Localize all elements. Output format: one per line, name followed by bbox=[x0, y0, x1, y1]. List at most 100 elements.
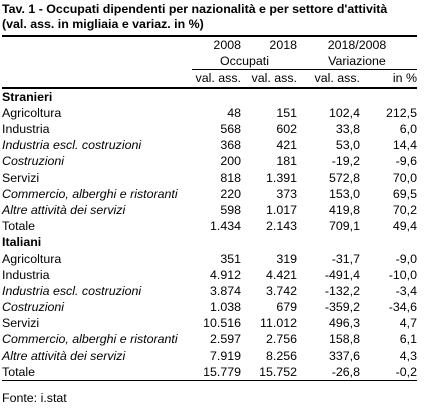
row-label: Commercio, alberghi e ristoranti bbox=[2, 186, 178, 201]
value-2008: 4.912 bbox=[209, 267, 241, 282]
variation-pct: 6,1 bbox=[399, 332, 417, 347]
section-row: Stranieri bbox=[2, 88, 417, 105]
variation-abs: 337,6 bbox=[328, 348, 360, 363]
value-2008: 220 bbox=[220, 186, 241, 201]
value-2018: 679 bbox=[276, 300, 297, 315]
variation-abs: -132,2 bbox=[324, 283, 360, 298]
table-row: Industria escl. costruzioni 3.874 3.742 -13… bbox=[2, 283, 417, 299]
row-label: Industria escl. costruzioni bbox=[2, 283, 142, 298]
header-unit-4: in % bbox=[360, 69, 417, 89]
table-row: Industria escl. costruzioni 368 421 53,0 14,… bbox=[2, 137, 417, 153]
variation-pct: -3,4 bbox=[395, 283, 417, 298]
value-2018: 2.143 bbox=[265, 219, 297, 234]
variation-abs: 572,8 bbox=[328, 170, 360, 185]
table-row: Industria 4.912 4.421 -491,4 -10,0 bbox=[2, 267, 417, 283]
row-label: Industria bbox=[2, 122, 50, 137]
variation-abs: 496,3 bbox=[328, 316, 360, 331]
variation-abs: -31,7 bbox=[331, 251, 360, 266]
value-2008: 1.434 bbox=[209, 219, 241, 234]
table-row: Costruzioni 1.038 679 -359,2 -34,6 bbox=[2, 299, 417, 315]
row-label: Industria bbox=[2, 267, 50, 282]
table-row: Industria 568 602 33,8 6,0 bbox=[2, 121, 417, 137]
value-2008: 2.597 bbox=[209, 332, 241, 347]
header-group-variazione: Variazione bbox=[297, 53, 417, 71]
variation-pct: 49,4 bbox=[392, 219, 417, 234]
row-label: Servizi bbox=[2, 170, 40, 185]
source-note: Fonte: i.stat bbox=[2, 391, 67, 405]
header-period: 2018/2008 bbox=[297, 34, 417, 54]
row-label: Costruzioni bbox=[2, 300, 64, 315]
table-row: Agricoltura 351 319 -31,7 -9,0 bbox=[2, 250, 417, 266]
table-row: Commercio, alberghi e ristoranti 2.597 2.7… bbox=[2, 331, 417, 347]
header-unit-2: val. ass. bbox=[241, 69, 297, 89]
value-2018: 602 bbox=[276, 122, 297, 137]
value-2018: 373 bbox=[276, 186, 297, 201]
header-group-occupati: Occupati bbox=[192, 53, 297, 71]
value-2008: 368 bbox=[220, 138, 241, 153]
variation-abs: -26,8 bbox=[297, 363, 360, 381]
value-2018: 319 bbox=[276, 251, 297, 266]
header-empty-cell bbox=[2, 69, 192, 89]
variation-pct: 212,5 bbox=[385, 105, 417, 120]
header-row-units: val. ass. val. ass. val. ass. in % bbox=[2, 69, 417, 89]
variation-pct: -10,0 bbox=[388, 267, 417, 282]
variation-abs: 102,4 bbox=[328, 105, 360, 120]
header-unit-3: val. ass. bbox=[297, 69, 360, 89]
value-2018: 1.017 bbox=[265, 202, 297, 217]
value-2008: 818 bbox=[220, 170, 241, 185]
section-heading: Stranieri bbox=[2, 89, 53, 104]
value-2018: 8.256 bbox=[265, 348, 297, 363]
table-row: Altre attività dei servizi 598 1.017 419,8 7… bbox=[2, 202, 417, 218]
variation-pct: 70,2 bbox=[392, 202, 417, 217]
row-label: Industria escl. costruzioni bbox=[2, 138, 142, 153]
variation-pct: 69,5 bbox=[392, 186, 417, 201]
value-2018: 2.756 bbox=[265, 332, 297, 347]
table-title-line1: Tav. 1 - Occupati dipendenti per naziona… bbox=[2, 2, 388, 16]
value-2008: 48 bbox=[227, 105, 241, 120]
header-year-2008: 2008 bbox=[192, 34, 241, 54]
row-label: Totale bbox=[2, 363, 192, 381]
header-row-groups: Occupati Variazione bbox=[2, 53, 417, 71]
variation-abs: 158,8 bbox=[328, 332, 360, 347]
value-2018: 11.012 bbox=[260, 316, 297, 331]
value-2018: 4.421 bbox=[265, 267, 297, 282]
table-row: Servizi 10.516 11.012 496,3 4,7 bbox=[2, 315, 417, 331]
row-label: Commercio, alberghi e ristoranti bbox=[2, 332, 178, 347]
value-2018: 3.742 bbox=[265, 283, 297, 298]
value-2008: 598 bbox=[220, 202, 241, 217]
variation-pct: -0,2 bbox=[360, 363, 417, 381]
row-label: Totale bbox=[2, 219, 36, 234]
table-row: Commercio, alberghi e ristoranti 220 373 15… bbox=[2, 186, 417, 202]
row-label: Altre attività dei servizi bbox=[2, 348, 126, 363]
row-label: Altre attività dei servizi bbox=[2, 202, 126, 217]
value-2018: 15.752 bbox=[241, 363, 297, 381]
variation-abs: 153,0 bbox=[328, 186, 360, 201]
table-title-line2: (val. ass. in migliaia e variaz. in %) bbox=[2, 17, 204, 31]
variation-abs: 709,1 bbox=[328, 219, 360, 234]
variation-abs: -19,2 bbox=[331, 154, 360, 169]
variation-pct: 4,7 bbox=[399, 316, 417, 331]
variation-pct: 4,3 bbox=[399, 348, 417, 363]
value-2018: 1.391 bbox=[265, 170, 297, 185]
data-table: 2008 2018 2018/2008 Occupati Variazione … bbox=[2, 34, 417, 381]
header-empty-cell bbox=[2, 53, 192, 70]
variation-abs: -491,4 bbox=[324, 267, 360, 282]
row-label: Agricoltura bbox=[2, 251, 62, 266]
table-row: Servizi 818 1.391 572,8 70,0 bbox=[2, 170, 417, 186]
row-label: Costruzioni bbox=[2, 154, 64, 169]
value-2008: 351 bbox=[220, 251, 241, 266]
value-2008: 15.779 bbox=[192, 363, 241, 381]
variation-pct: -34,6 bbox=[388, 300, 417, 315]
header-year-2018: 2018 bbox=[241, 34, 297, 54]
variation-pct: -9,0 bbox=[395, 251, 417, 266]
value-2018: 421 bbox=[276, 138, 297, 153]
row-label: Agricoltura bbox=[2, 105, 62, 120]
row-label: Servizi bbox=[2, 316, 40, 331]
variation-pct: 70,0 bbox=[392, 170, 417, 185]
variation-pct: -9,6 bbox=[395, 154, 417, 169]
value-2008: 10.516 bbox=[203, 316, 241, 331]
header-row-years: 2008 2018 2018/2008 bbox=[2, 34, 417, 54]
variation-pct: 14,4 bbox=[392, 138, 417, 153]
value-2008: 200 bbox=[220, 154, 241, 169]
variation-abs: -359,2 bbox=[324, 300, 360, 315]
